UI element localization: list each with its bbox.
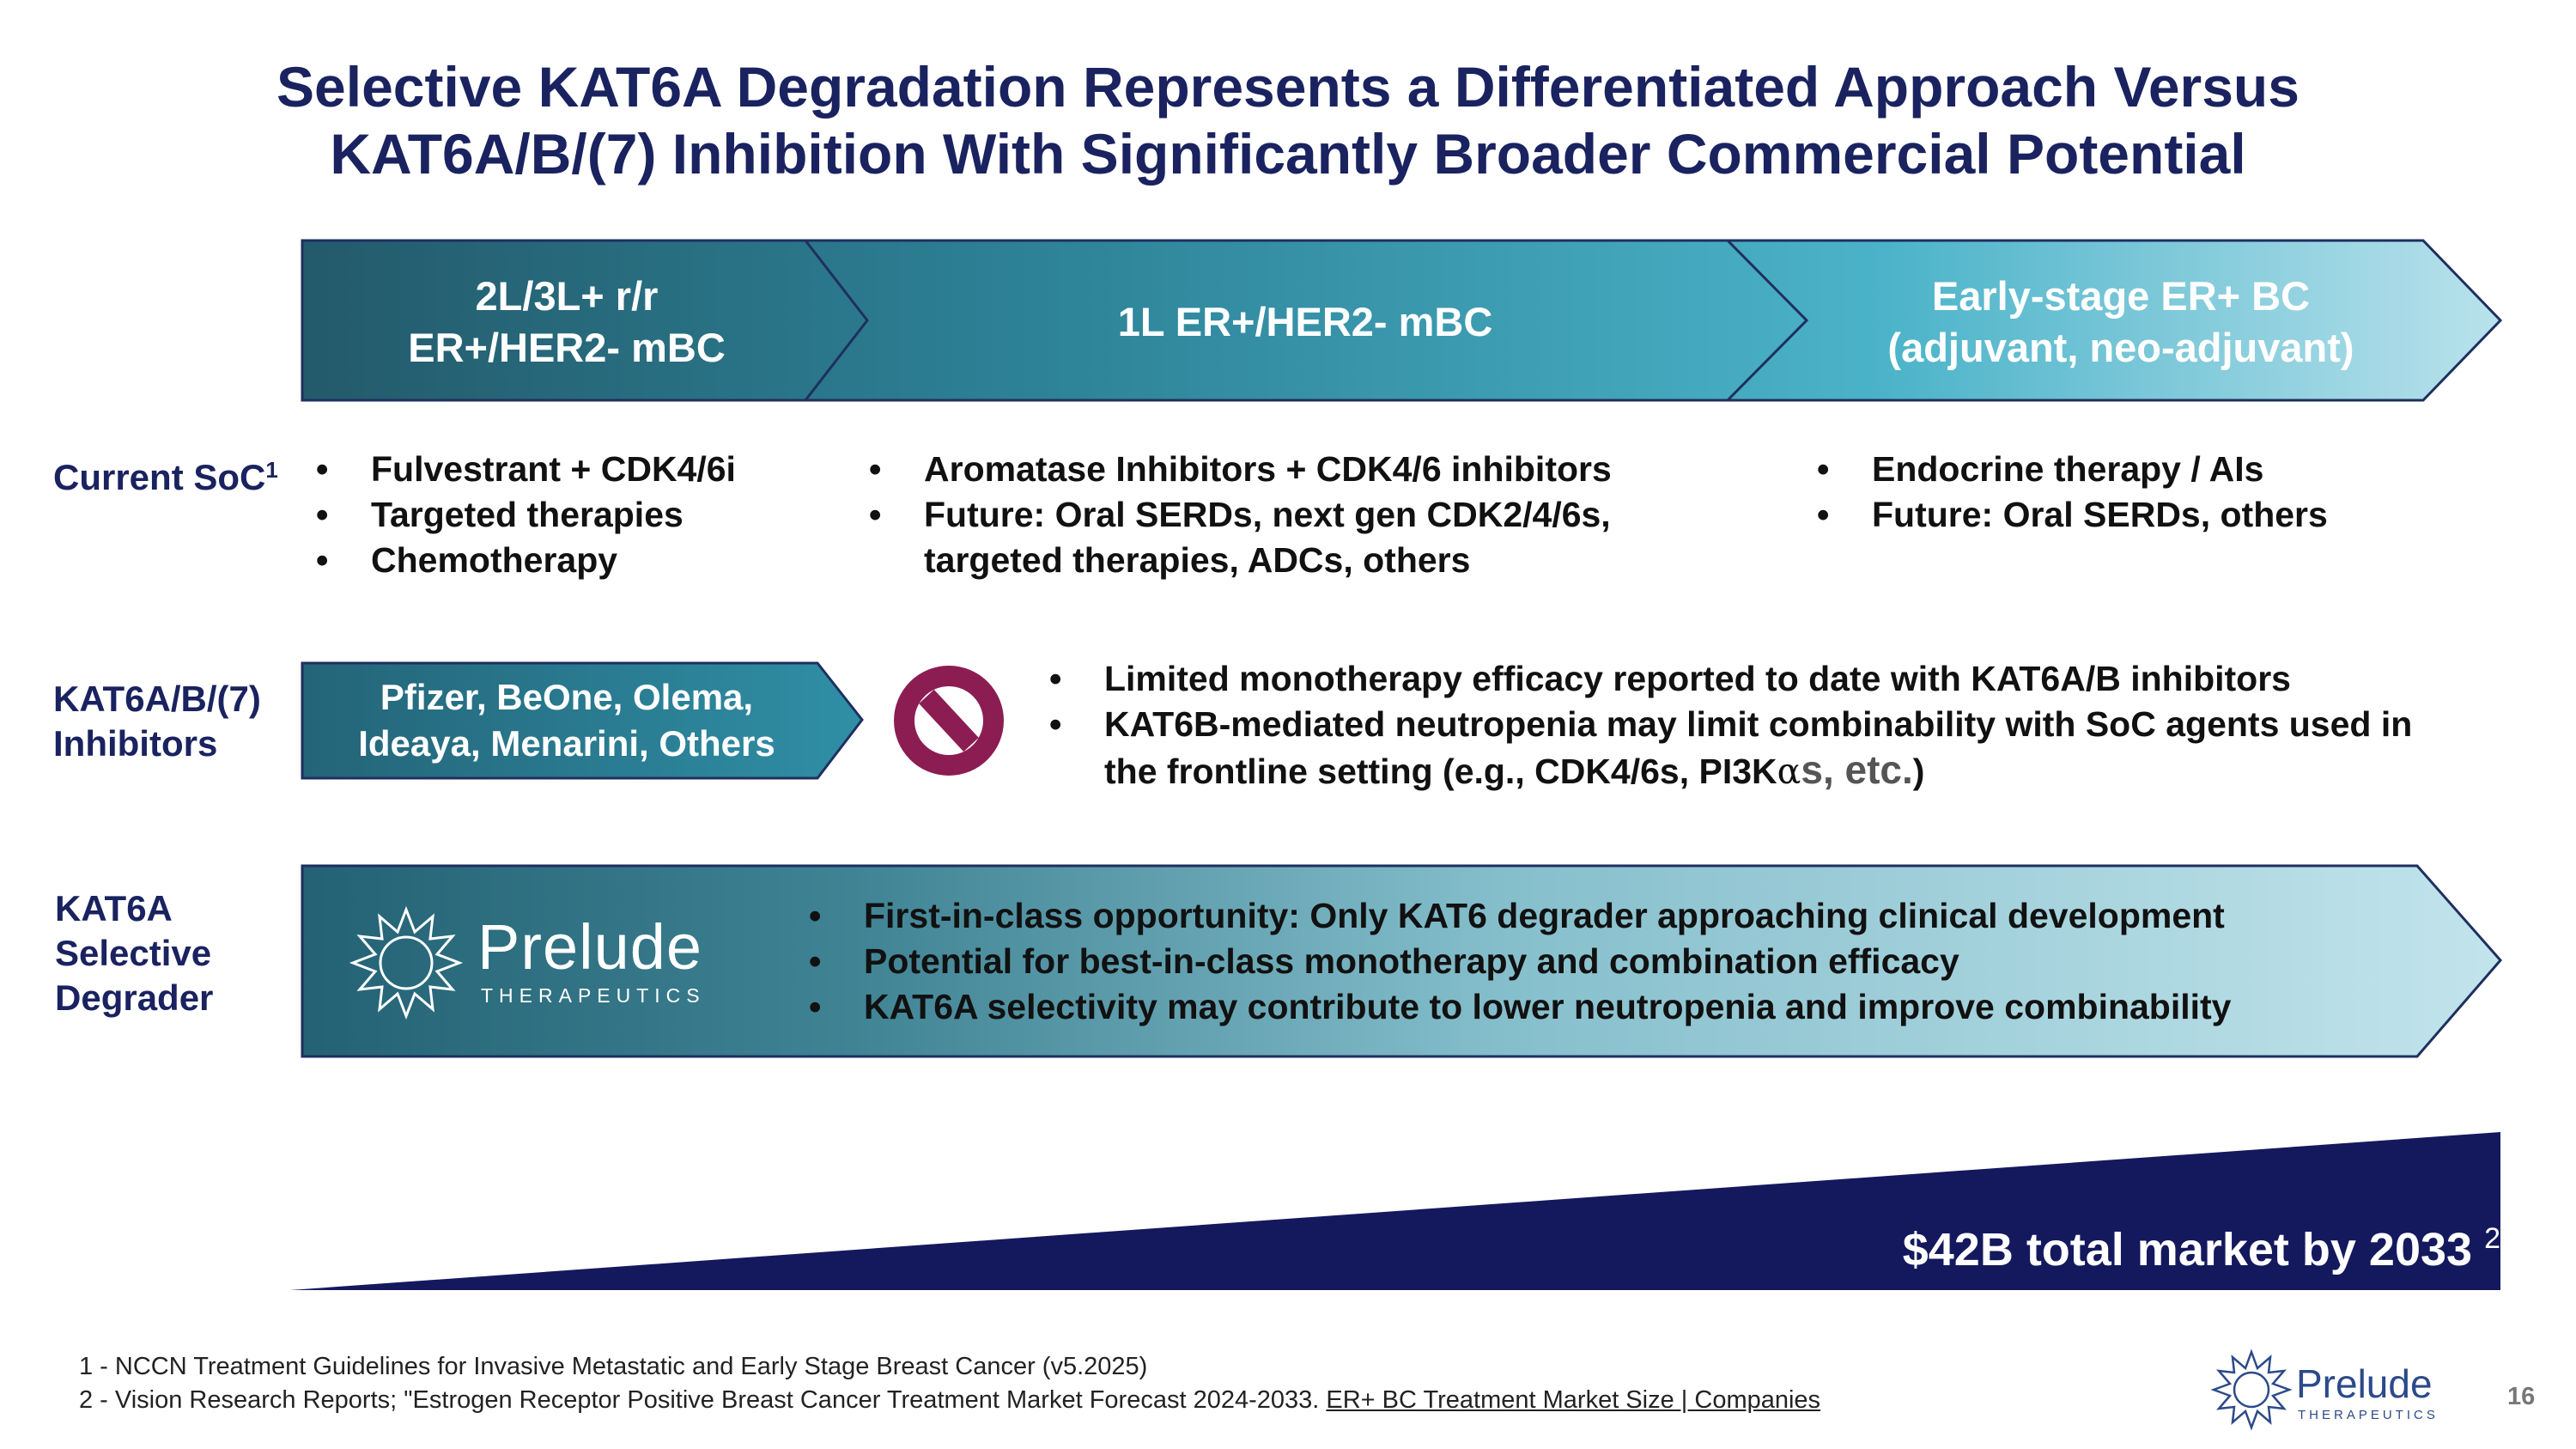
current-soc-text: Current SoC: [53, 457, 266, 497]
prelude-logo-name: Prelude: [477, 911, 703, 983]
list-item: KAT6A selectivity may contribute to lowe…: [804, 984, 2401, 1030]
market-size: $42B total market by 2033 2: [1903, 1223, 2500, 1276]
footnote-2-text: 2 - Vision Research Reports; "Estrogen R…: [79, 1386, 1320, 1414]
footnote-2-link[interactable]: ER+ BC Treatment Market Size | Companies: [1326, 1386, 1821, 1414]
footnote-2: 2 - Vision Research Reports; "Estrogen R…: [79, 1384, 1820, 1417]
title-line-2: KAT6A/B/(7) Inhibition With Significantl…: [330, 122, 2246, 186]
degrader-label-line-2: Selective: [55, 933, 212, 973]
degrader-label-line-1: KAT6A: [55, 888, 173, 928]
stage-separator-2: [1726, 239, 1809, 402]
list-item: Future: Oral SERDs, next gen CDK2/4/6s, …: [864, 492, 1722, 583]
market-footnote-ref: 2: [2484, 1222, 2500, 1255]
inhibitor-bullets: Limited monotherapy efficacy reported to…: [1044, 656, 2418, 795]
page-title: Selective KAT6A Degradation Represents a…: [0, 53, 2576, 187]
inhibitors-label-line-2: Inhibitors: [53, 723, 218, 764]
stage-label-2: 1L ER+/HER2- mBC: [893, 258, 1717, 387]
footer-logo-name: Prelude: [2296, 1361, 2433, 1406]
list-item: Potential for best-in-class monotherapy …: [804, 939, 2401, 984]
stage-bar: [301, 239, 2503, 402]
stage-label-1: 2L/3L+ r/r ER+/HER2- mBC: [309, 258, 824, 387]
prelude-logo: Prelude THERAPEUTICS: [343, 897, 721, 1026]
inhibitor-bullet-2-etc: s, etc.: [1801, 747, 1913, 792]
footer-logo-subtitle: THERAPEUTICS: [2298, 1408, 2439, 1422]
degrader-bullets: First-in-class opportunity: Only KAT6 de…: [804, 893, 2401, 1030]
inhibitor-companies-line-2: Ideaya, Menarini, Others: [358, 723, 775, 764]
list-item: Future: Oral SERDs, others: [1812, 492, 2533, 538]
stage-1-line-1: 2L/3L+ r/r: [475, 273, 659, 319]
inhibitors-label: KAT6A/B/(7) Inhibitors: [53, 677, 261, 766]
alpha-symbol: α: [1777, 751, 1801, 792]
current-soc-label: Current SoC1: [53, 455, 278, 500]
stage-3-line-2: (adjuvant, neo-adjuvant): [1887, 325, 2354, 370]
list-item: KAT6B-mediated neutropenia may limit com…: [1044, 702, 2418, 795]
inhibitors-label-line-1: KAT6A/B/(7): [53, 679, 261, 719]
market-size-text: $42B total market by 2033: [1902, 1224, 2473, 1275]
inhibitor-bullet-2-text: KAT6B-mediated neutropenia may limit com…: [1104, 704, 2413, 791]
list-item: Limited monotherapy efficacy reported to…: [1044, 656, 2418, 702]
footer-logo-mark-icon: [2210, 1349, 2293, 1431]
list-item: Endocrine therapy / AIs: [1812, 447, 2533, 492]
market-wedge: [290, 1132, 2500, 1290]
footnotes: 1 - NCCN Treatment Guidelines for Invasi…: [79, 1350, 1820, 1417]
list-item: Targeted therapies: [311, 492, 843, 538]
soc-list-stage-3: Endocrine therapy / AIs Future: Oral SER…: [1812, 447, 2533, 538]
inhibitor-companies: Pfizer, BeOne, Olema, Ideaya, Menarini, …: [309, 674, 824, 767]
list-item: Fulvestrant + CDK4/6i: [311, 447, 843, 492]
stage-label-3: Early-stage ER+ BC (adjuvant, neo-adjuva…: [1812, 258, 2430, 387]
inhibitor-chevron: [301, 661, 864, 780]
list-item: Aromatase Inhibitors + CDK4/6 inhibitors: [864, 447, 1722, 492]
stage-1-line-2: ER+/HER2- mBC: [408, 325, 726, 370]
page-number: 16: [2507, 1383, 2536, 1410]
degrader-label: KAT6A Selective Degrader: [55, 886, 213, 1020]
footnote-1: 1 - NCCN Treatment Guidelines for Invasi…: [79, 1353, 1148, 1380]
degrader-label-line-3: Degrader: [55, 977, 214, 1018]
prelude-logo-subtitle: THERAPEUTICS: [481, 984, 706, 1007]
prelude-logo-mark-icon: [349, 905, 464, 1020]
inhibitor-bullet-2-end: ): [1912, 752, 1925, 791]
current-soc-footnote-ref: 1: [265, 457, 278, 483]
list-item: Chemotherapy: [311, 538, 843, 583]
inhibitor-companies-line-1: Pfizer, BeOne, Olema,: [380, 677, 754, 717]
stage-2-line-1: 1L ER+/HER2- mBC: [1117, 299, 1493, 344]
soc-list-stage-1: Fulvestrant + CDK4/6i Targeted therapies…: [311, 447, 843, 583]
footer-logo: Prelude THERAPEUTICS: [2208, 1347, 2483, 1433]
prohibited-icon: [894, 666, 1004, 776]
title-line-1: Selective KAT6A Degradation Represents a…: [276, 55, 2300, 119]
stage-3-line-1: Early-stage ER+ BC: [1931, 273, 2311, 319]
soc-list-stage-2: Aromatase Inhibitors + CDK4/6 inhibitors…: [864, 447, 1722, 583]
list-item: First-in-class opportunity: Only KAT6 de…: [804, 893, 2401, 939]
stage-separator-1: [804, 240, 869, 401]
